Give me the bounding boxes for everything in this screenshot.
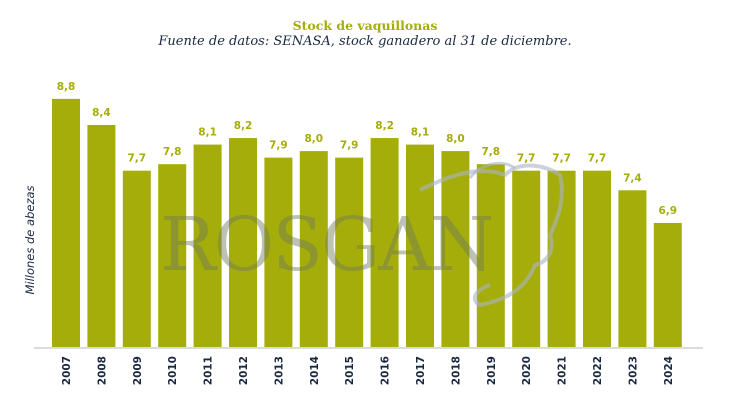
x-tick-2020: 2020 <box>521 356 533 385</box>
value-label-2010: 7,8 <box>163 146 182 158</box>
bar-2024 <box>653 222 682 347</box>
chart-title: Stock de vaquillonas <box>292 18 438 33</box>
value-label-2016: 8,2 <box>375 120 394 132</box>
bar-2023 <box>618 190 647 347</box>
value-label-2019: 7,8 <box>481 146 500 158</box>
bar-2016 <box>370 138 399 347</box>
value-label-2013: 7,9 <box>269 140 288 152</box>
bull-head-icon <box>419 163 564 308</box>
bar-2013 <box>264 157 293 347</box>
value-label-2014: 8,0 <box>304 133 323 145</box>
value-label-2012: 8,2 <box>234 120 253 132</box>
value-label-2024: 6,9 <box>658 205 677 217</box>
chart-subtitle: Fuente de datos: SENASA, stock ganadero … <box>158 34 572 49</box>
x-tick-2022: 2022 <box>592 356 604 385</box>
x-tick-2015: 2015 <box>344 356 356 385</box>
x-tick-2021: 2021 <box>557 356 569 385</box>
x-tick-2023: 2023 <box>627 356 639 385</box>
x-tick-2008: 2008 <box>96 356 108 385</box>
bull-horn-icon <box>468 161 516 179</box>
value-label-2008: 8,4 <box>92 107 111 119</box>
x-tick-2011: 2011 <box>203 356 215 385</box>
bar-2015 <box>335 157 364 347</box>
x-tick-2014: 2014 <box>309 356 321 385</box>
y-axis-label: Millones de abezas <box>23 185 37 294</box>
bar-2007 <box>52 98 80 347</box>
x-tick-2018: 2018 <box>450 356 462 385</box>
value-label-2020: 7,7 <box>517 153 536 165</box>
watermark-text: ROSGAN <box>160 202 492 288</box>
value-label-2015: 7,9 <box>340 140 359 152</box>
bar-2017 <box>406 144 434 347</box>
bars-group <box>52 98 682 347</box>
value-label-2017: 8,1 <box>411 127 430 139</box>
bar-2014 <box>299 151 328 347</box>
x-tick-2007: 2007 <box>61 356 73 385</box>
bar-2020 <box>512 170 541 347</box>
x-tick-2013: 2013 <box>273 356 285 385</box>
bar-2022 <box>583 170 611 347</box>
x-tick-2010: 2010 <box>167 356 179 385</box>
bar-2011 <box>193 144 222 347</box>
value-label-2022: 7,7 <box>588 153 607 165</box>
value-labels-group: 8,8 8,4 7,7 7,8 8,1 8,2 7,9 8,0 7,9 8,2 8,1 8,0 7,8 7… <box>57 81 677 217</box>
x-tick-2019: 2019 <box>486 356 498 385</box>
watermark: ROSGAN <box>160 161 564 308</box>
x-tick-labels-group: 2007 2008 2009 2010 2011 2012 2013 2014 2015 2016… <box>61 356 675 385</box>
value-label-2011: 8,1 <box>198 127 217 139</box>
x-tick-2024: 2024 <box>663 356 675 385</box>
value-label-2023: 7,4 <box>623 172 642 184</box>
bar-2010 <box>158 164 187 347</box>
x-tick-2016: 2016 <box>380 356 392 385</box>
value-label-2009: 7,7 <box>127 153 146 165</box>
x-tick-2017: 2017 <box>415 356 427 385</box>
value-label-2021: 7,7 <box>552 153 571 165</box>
bar-2018 <box>441 151 470 347</box>
bar-2009 <box>122 170 151 347</box>
bar-2008 <box>87 124 116 347</box>
x-tick-2012: 2012 <box>238 356 250 385</box>
value-label-2018: 8,0 <box>446 133 465 145</box>
x-tick-2009: 2009 <box>132 356 144 385</box>
value-label-2007: 8,8 <box>57 81 76 93</box>
bar-2012 <box>229 138 257 347</box>
bar-2019 <box>476 164 505 347</box>
